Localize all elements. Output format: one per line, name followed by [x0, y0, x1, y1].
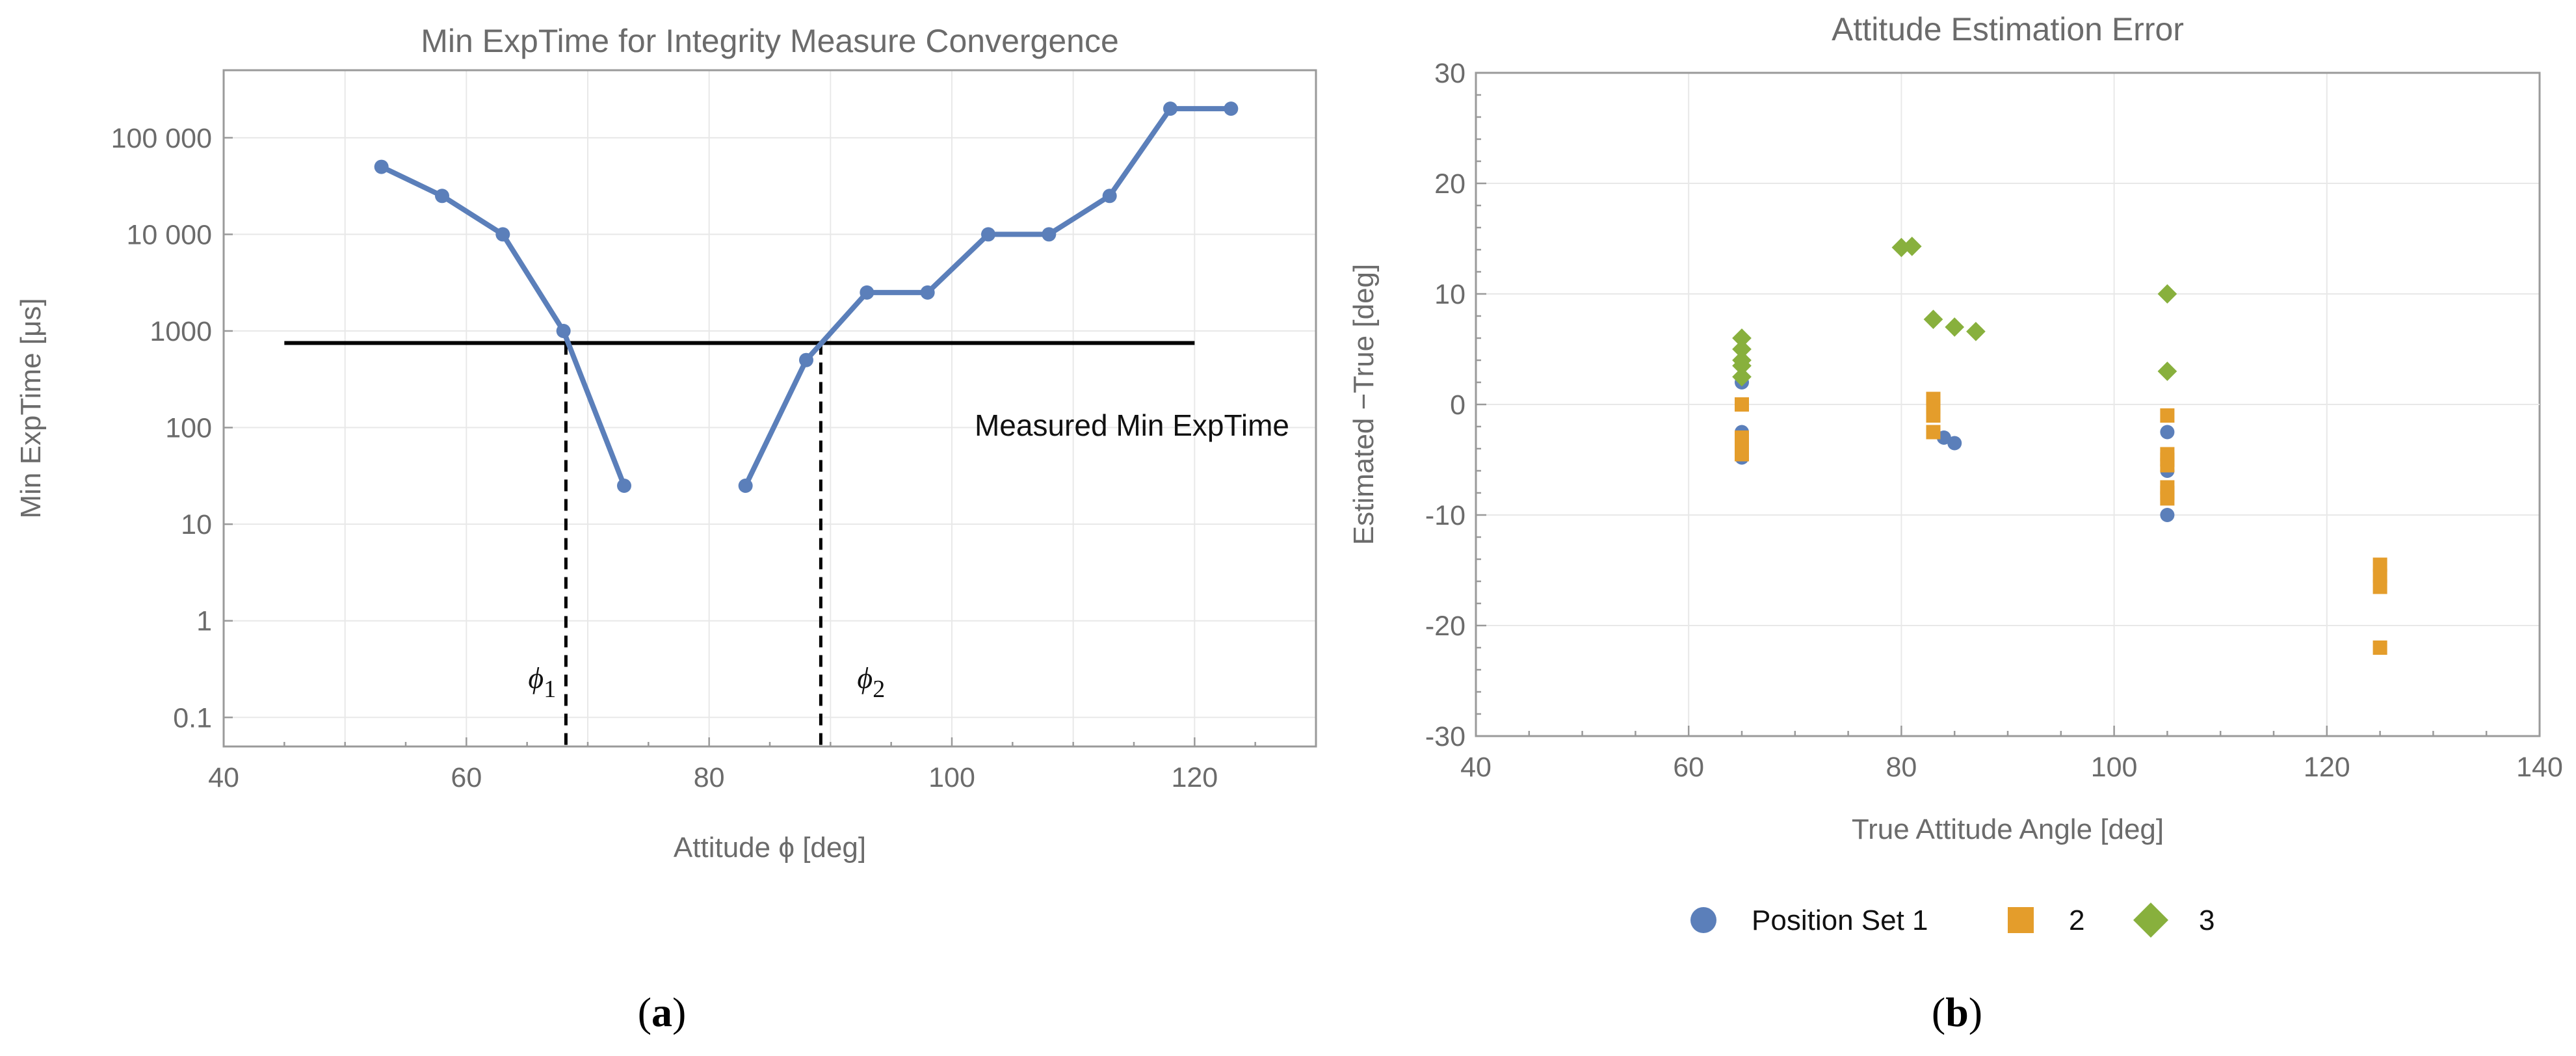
data-point	[738, 479, 753, 494]
caption-a: (a)	[638, 989, 687, 1035]
data-point	[1923, 310, 1943, 329]
data-point	[1732, 356, 1752, 376]
data-point	[1966, 321, 1986, 341]
legend-label: 2	[2069, 904, 2084, 936]
legend-marker	[1690, 907, 1716, 933]
data-point	[617, 479, 631, 494]
y-tick-label: 1000	[150, 316, 212, 347]
x-tick-label: 80	[694, 762, 725, 793]
data-point	[1735, 397, 1749, 412]
data-point	[495, 227, 510, 242]
panel-b: 40 60 80 100 120 140 -30 -20 -10 0 10 20 30 Attitude…	[1348, 11, 2563, 1035]
y-tick-label: 100 000	[111, 123, 212, 154]
y-tick-label: 1	[196, 606, 212, 637]
data-point	[920, 285, 935, 300]
y-tick-label: -10	[1425, 500, 1465, 531]
x-tick-label: 120	[1171, 762, 1218, 793]
x-tick-label: 40	[1460, 752, 1492, 783]
data-point	[2157, 284, 2177, 304]
panel-b-ylabel: Estimated −True [deg]	[1348, 264, 1380, 545]
y-tick-label: -30	[1425, 721, 1465, 752]
threshold-label: Measured Min ExpTime	[975, 408, 1289, 442]
data-point	[374, 159, 389, 174]
panel-a-title: Min ExpTime for Integrity Measure Conver…	[421, 23, 1119, 59]
data-point	[2160, 491, 2175, 506]
x-tick-label: 100	[2091, 752, 2138, 783]
caption-b: (b)	[1932, 989, 1982, 1035]
y-tick-label: 0	[1450, 389, 1465, 421]
data-point	[2160, 458, 2175, 473]
data-point	[1735, 447, 1749, 462]
data-point	[799, 352, 813, 367]
legend-label: 3	[2199, 904, 2215, 936]
legend-marker	[2008, 907, 2034, 933]
data-point	[1926, 408, 1941, 423]
legend-marker	[2133, 903, 2168, 938]
data-point	[2372, 568, 2387, 583]
y-tick-label: 20	[1434, 168, 1465, 200]
panel-a: 40 60 80 100 120 0.1 1 10 100 1000 10 000 100 000 M…	[15, 23, 1317, 1035]
legend: Position Set 1 2 3	[1690, 903, 2215, 938]
x-tick-label: 40	[208, 762, 239, 793]
data-point	[2160, 408, 2175, 423]
data-point	[1732, 328, 1752, 348]
x-tick-label: 100	[928, 762, 975, 793]
phi-subscript: 1	[544, 676, 556, 703]
data-point	[1102, 189, 1117, 204]
x-tick-label: 120	[2304, 752, 2350, 783]
data-point	[1891, 237, 1912, 257]
panel-b-title: Attitude Estimation Error	[1832, 11, 2184, 47]
panel-b-xlabel: True Attitude Angle [deg]	[1852, 813, 2164, 845]
legend-label: Position Set 1	[1752, 904, 1928, 936]
data-point	[1163, 101, 1177, 116]
data-point	[2372, 640, 2387, 655]
panel-a-ylabel: Min ExpTime [μs]	[15, 298, 47, 518]
data-point	[1732, 339, 1752, 359]
y-tick-label: 30	[1434, 58, 1465, 89]
x-tick-label: 140	[2516, 752, 2563, 783]
panel-a-xlabel: Attitude ϕ [deg]	[674, 832, 866, 864]
data-point	[2160, 508, 2175, 522]
y-tick-label: 100	[165, 413, 212, 444]
x-tick-label: 80	[1886, 752, 1917, 783]
x-tick-label: 60	[451, 762, 482, 793]
data-point	[1947, 436, 1962, 451]
data-point	[2372, 557, 2387, 572]
data-point	[1902, 237, 1922, 256]
data-point	[1732, 367, 1752, 387]
y-tick-label: 10 000	[126, 219, 212, 250]
data-point	[1945, 317, 1965, 337]
y-tick-label: -20	[1425, 611, 1465, 642]
data-point	[556, 323, 571, 338]
phi-marker-label: ϕ1	[528, 661, 556, 703]
data-point	[2157, 362, 2177, 381]
data-point	[1042, 227, 1057, 242]
phi-marker-label: ϕ2	[857, 661, 885, 703]
data-point	[1926, 425, 1941, 440]
data-point	[981, 227, 995, 242]
y-tick-label: 10	[1434, 279, 1465, 310]
y-tick-label: 10	[181, 509, 212, 540]
data-point	[860, 285, 874, 300]
data-point	[1224, 101, 1239, 116]
phi-subscript: 2	[873, 676, 885, 703]
y-tick-label: 0.1	[173, 702, 212, 733]
data-point	[2372, 579, 2387, 594]
data-point	[435, 189, 449, 204]
x-tick-label: 60	[1673, 752, 1704, 783]
data-point	[2160, 425, 2175, 440]
